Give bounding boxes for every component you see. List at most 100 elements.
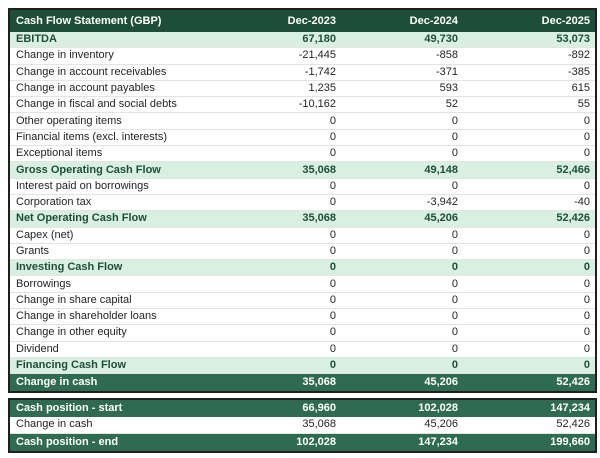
row-value-dec-2024: 0 — [451, 277, 458, 290]
table-row: Corporation tax 0 -3,942 -40 — [10, 194, 595, 212]
table-title: Cash Flow Statement (GBP) — [16, 15, 162, 27]
row-value-dec-2025: 52,466 — [556, 163, 590, 176]
row-value-dec-2023: 35,068 — [302, 418, 336, 431]
row-value-dec-2025: -40 — [574, 196, 590, 209]
row-value-dec-2024: -371 — [435, 65, 458, 78]
row-value-dec-2023: 0 — [329, 147, 336, 160]
row-value-dec-2024: 45,206 — [424, 212, 458, 225]
row-value-dec-2023: 0 — [329, 277, 336, 290]
row-value-dec-2023: 0 — [329, 196, 336, 209]
table-row: Cash position - start 66,960 102,028 147… — [10, 400, 595, 418]
row-value-dec-2024: 0 — [451, 326, 458, 339]
row-value-dec-2025: -892 — [567, 49, 590, 62]
table-row: Change in inventory -21,445 -858 -892 — [10, 48, 595, 65]
row-value-dec-2024: 0 — [451, 114, 458, 127]
table-row: Investing Cash Flow 0 0 0 — [10, 260, 595, 277]
row-value-dec-2024: 0 — [451, 245, 458, 257]
row-value-dec-2025: 0 — [583, 326, 590, 339]
row-value-dec-2023: 35,068 — [302, 376, 336, 389]
row-value-dec-2024: 593 — [439, 82, 458, 95]
row-value-dec-2023: -10,162 — [298, 98, 336, 111]
row-value-dec-2025: 147,234 — [550, 402, 590, 415]
row-value-dec-2023: 1,235 — [308, 82, 336, 95]
row-value-dec-2023: 0 — [329, 245, 336, 257]
row-label: Change in account receivables — [16, 66, 167, 78]
row-value-dec-2023: 0 — [329, 261, 336, 274]
table-row: Capex (net) 0 0 0 — [10, 227, 595, 244]
row-value-dec-2025: 615 — [571, 82, 590, 95]
row-label: Change in account payables — [16, 83, 155, 95]
table-row: Dividend 0 0 0 — [10, 341, 595, 358]
table-row: Change in cash 35,068 45,206 52,426 — [10, 374, 595, 392]
row-value-dec-2024: 102,028 — [418, 402, 458, 415]
row-value-dec-2024: 0 — [451, 261, 458, 274]
row-label: Gross Operating Cash Flow — [16, 164, 161, 176]
row-value-dec-2025: 0 — [583, 147, 590, 160]
row-label: Grants — [16, 246, 50, 257]
column-header-dec-2023: Dec-2023 — [287, 14, 336, 27]
row-value-dec-2024: 52 — [445, 98, 458, 111]
table-header-row: Cash Flow Statement (GBP) Dec-2023 Dec-2… — [10, 10, 595, 32]
row-label: Cash position - end — [16, 436, 119, 448]
cash-flow-table: Cash Flow Statement (GBP) Dec-2023 Dec-2… — [8, 8, 597, 394]
row-value-dec-2024: 0 — [451, 359, 458, 372]
cash-flow-statement-page: Cash Flow Statement (GBP) Dec-2023 Dec-2… — [8, 8, 597, 453]
row-label: Change in inventory — [16, 50, 114, 62]
row-value-dec-2023: 66,960 — [302, 402, 336, 415]
row-value-dec-2025: 0 — [583, 261, 590, 274]
row-value-dec-2025: 0 — [583, 179, 590, 192]
table-row: Change in share capital 0 0 0 — [10, 292, 595, 310]
row-value-dec-2024: 45,206 — [424, 418, 458, 431]
row-value-dec-2025: 0 — [583, 277, 590, 290]
row-value-dec-2025: 52,426 — [556, 376, 590, 389]
table-row: Interest paid on borrowings 0 0 0 — [10, 178, 595, 195]
row-value-dec-2025: 199,660 — [550, 435, 590, 448]
row-value-dec-2023: -21,445 — [298, 49, 336, 62]
row-value-dec-2023: 0 — [329, 342, 336, 355]
table-row: Cash position - end 102,028 147,234 199,… — [10, 433, 595, 451]
row-value-dec-2025: 0 — [583, 293, 590, 306]
row-label: EBITDA — [16, 34, 57, 46]
row-value-dec-2023: 0 — [329, 179, 336, 192]
row-value-dec-2023: 0 — [329, 114, 336, 127]
row-value-dec-2023: 0 — [329, 310, 336, 323]
row-label: Net Operating Cash Flow — [16, 213, 147, 225]
row-label: Interest paid on borrowings — [16, 180, 149, 192]
row-value-dec-2024: 49,730 — [424, 33, 458, 46]
table-row: Financing Cash Flow 0 0 0 — [10, 357, 595, 375]
table-row: Financial items (excl. interests) 0 0 0 — [10, 129, 595, 147]
row-value-dec-2023: 67,180 — [302, 33, 336, 46]
row-value-dec-2025: 0 — [583, 310, 590, 323]
row-value-dec-2024: 0 — [451, 179, 458, 192]
row-label: Other operating items — [16, 115, 122, 127]
table-row: Gross Operating Cash Flow 35,068 49,148 … — [10, 162, 595, 179]
row-label: Change in shareholder loans — [16, 311, 157, 323]
row-value-dec-2023: 0 — [329, 228, 336, 241]
cash-position-body: Cash position - start 66,960 102,028 147… — [10, 400, 595, 451]
table-row: Net Operating Cash Flow 35,068 45,206 52… — [10, 211, 595, 228]
row-value-dec-2024: 0 — [451, 147, 458, 160]
row-value-dec-2025: 52,426 — [556, 418, 590, 431]
row-value-dec-2023: 0 — [329, 293, 336, 306]
table-body: EBITDA 67,180 49,730 53,073 Change in in… — [10, 32, 595, 392]
table-row: Change in cash 35,068 45,206 52,426 — [10, 417, 595, 434]
row-label: Financing Cash Flow — [16, 360, 127, 372]
row-value-dec-2024: 0 — [451, 130, 458, 143]
row-value-dec-2024: 0 — [451, 293, 458, 306]
row-label: Change in cash — [16, 377, 98, 389]
row-label: Exceptional items — [16, 148, 103, 160]
row-value-dec-2025: 0 — [583, 114, 590, 127]
row-value-dec-2023: 102,028 — [296, 435, 336, 448]
row-label: Corporation tax — [16, 197, 92, 209]
column-header-dec-2025: Dec-2025 — [541, 14, 590, 27]
row-value-dec-2024: -3,942 — [426, 196, 458, 209]
row-value-dec-2025: -385 — [567, 65, 590, 78]
row-value-dec-2024: 147,234 — [418, 435, 458, 448]
row-value-dec-2024: -858 — [435, 49, 458, 62]
table-row: EBITDA 67,180 49,730 53,073 — [10, 32, 595, 49]
cash-position-table: Cash position - start 66,960 102,028 147… — [8, 398, 597, 453]
row-label: Change in other equity — [16, 327, 127, 339]
column-header-dec-2024: Dec-2024 — [409, 14, 458, 27]
row-label: Investing Cash Flow — [16, 262, 123, 274]
row-value-dec-2024: 49,148 — [424, 163, 458, 176]
